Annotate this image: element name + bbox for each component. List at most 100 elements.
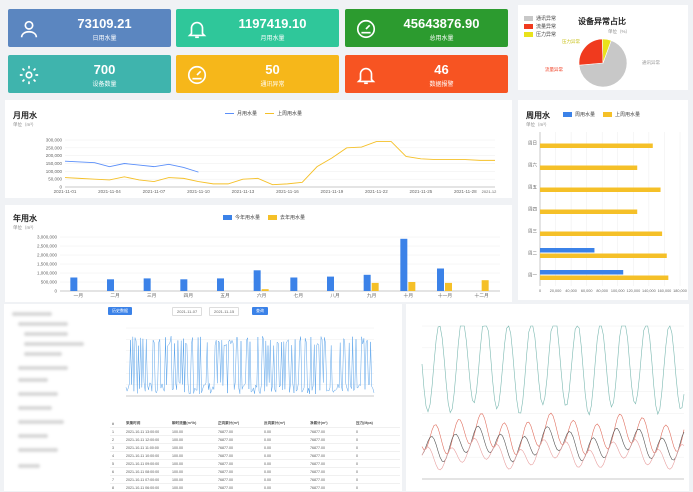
month-series-2[interactable] (64, 141, 495, 186)
table-cell: 100.00 (172, 429, 183, 434)
week-bar[interactable] (540, 231, 663, 237)
month-legend-1[interactable]: 月用水量 (225, 110, 257, 117)
month-ytick: 300,000 (46, 138, 63, 143)
month-series-1[interactable] (64, 160, 199, 173)
year-bar[interactable] (217, 278, 224, 291)
date-start[interactable]: 2021-11-07 (172, 307, 203, 316)
pie-slice-1[interactable] (578, 40, 628, 88)
week-bar[interactable] (540, 165, 638, 171)
pie-legend-3[interactable]: 压力异常 (524, 31, 556, 38)
month-title: 月用水 (13, 111, 37, 120)
year-bar[interactable] (143, 278, 151, 291)
year-legend-2[interactable]: 去年用水量 (268, 214, 305, 221)
year-bar[interactable] (107, 279, 114, 291)
week-bar[interactable] (540, 187, 661, 193)
month-ytick: 0 (59, 185, 62, 190)
week-legend-1[interactable]: 周用水量 (563, 111, 595, 118)
week-ytick: 周二 (528, 251, 537, 257)
kpi-card-3[interactable]: 45643876.90 总用水量 (345, 9, 508, 47)
kpi-card-5[interactable]: 50 通讯异常 (176, 55, 339, 93)
table-cell: 76877.00 (218, 461, 233, 466)
table-cell: 0 (356, 477, 358, 482)
table-row[interactable]: 2 2021-10-11 12:00:00 100.00 76877.00 0.00 76… (110, 436, 400, 444)
week-bar[interactable] (540, 143, 653, 149)
table-cell: 0 (356, 445, 358, 450)
kpi-value: 73109.21 (77, 16, 132, 31)
table-header-cell: 反向累计(m³) (264, 421, 286, 425)
kpi-card-6[interactable]: 46 数据报警 (345, 55, 508, 93)
week-bar-chart: 0 20,000 40,000 60,000 80,000 100,000 120,000 1… (528, 132, 687, 293)
year-bar[interactable] (400, 238, 408, 291)
year-bar[interactable] (261, 289, 269, 291)
year-bar[interactable] (363, 274, 371, 291)
pie-legend-2[interactable]: 流量异常 (524, 23, 556, 30)
table-row[interactable]: 3 2021-10-11 11:00:00 100.00 76877.00 0.00 76… (110, 444, 400, 452)
trend-series-2[interactable] (421, 412, 685, 456)
week-xtick: 60,000 (581, 289, 593, 293)
year-bar[interactable] (481, 280, 489, 291)
pie-legend-1[interactable]: 通讯异常 (524, 15, 556, 22)
week-xtick: 0 (539, 289, 541, 293)
year-bar[interactable] (253, 270, 261, 291)
table-cell: 0 (356, 461, 358, 466)
year-xtick: 七月 (294, 292, 304, 299)
trend-series-3[interactable] (421, 425, 685, 463)
year-bar[interactable] (445, 282, 452, 291)
trend-series-4[interactable] (421, 437, 685, 471)
kpi-card-4[interactable]: 700 设备数量 (8, 55, 171, 93)
hist-series[interactable] (125, 336, 375, 395)
year-bar[interactable] (437, 268, 444, 292)
table-cell: 76877.00 (218, 469, 233, 474)
pie-slice-3[interactable] (602, 38, 612, 64)
year-xtick: 五月 (220, 293, 230, 299)
week-legend-2[interactable]: 上周用水量 (603, 111, 640, 118)
week-ytick: 周三 (528, 229, 537, 235)
year-ytick: 3,000,000 (37, 235, 58, 240)
pie-slice-2[interactable] (578, 38, 604, 66)
week-bar[interactable] (540, 275, 669, 281)
month-xtick: 2021-11-10 (187, 189, 210, 194)
table-row[interactable]: 6 2021-10-11 08:00:00 100.00 76877.00 0.00 76… (110, 468, 400, 476)
kpi-card-2[interactable]: 1197419.10 月用水量 (176, 9, 339, 47)
month-legend-2[interactable]: 上周用水量 (265, 110, 302, 117)
table-row[interactable]: 1 2021-10-11 13:00:00 100.00 76877.00 0.00 76… (110, 428, 400, 436)
year-bar[interactable] (70, 277, 78, 292)
trend-series-1[interactable] (421, 325, 685, 416)
year-bar[interactable] (408, 282, 416, 291)
year-bar[interactable] (290, 277, 298, 292)
table-header-cell: 净累计(m³) (310, 421, 328, 425)
table-row[interactable]: 5 2021-10-11 09:00:00 100.00 76877.00 0.00 76… (110, 460, 400, 468)
year-bar[interactable] (327, 276, 334, 291)
year-ytick: 0 (54, 289, 57, 294)
week-bar[interactable] (540, 270, 624, 275)
year-xtick: 六月 (257, 292, 267, 299)
year-bar[interactable] (180, 279, 188, 291)
month-ytick: 100,000 (46, 169, 63, 174)
table-cell: 2021-10-11 07:00:00 (126, 477, 160, 482)
year-xtick: 十月 (404, 292, 414, 299)
table-cell: 76877.00 (218, 445, 233, 450)
table-row[interactable]: 7 2021-10-11 07:00:00 100.00 76877.00 0.00 76… (110, 476, 400, 484)
year-ytick: 2,000,000 (37, 253, 58, 258)
week-ytick: 周四 (528, 207, 537, 213)
kpi-value: 50 (265, 62, 280, 77)
table-row[interactable]: 4 2021-10-11 10:00:00 100.00 76877.00 0.00 76… (110, 452, 400, 460)
table-cell: 4 (112, 453, 114, 458)
table-cell: 0.00 (264, 469, 271, 474)
month-ytick: 50,000 (48, 177, 62, 182)
year-bar[interactable] (371, 282, 379, 291)
table-header-cell: 瞬时流量(m³/h) (172, 421, 197, 425)
pie-legend-label: 通讯异常 (536, 16, 557, 22)
query-button[interactable]: 查询 (252, 307, 268, 315)
year-xtick: 九月 (367, 292, 377, 299)
week-bar[interactable] (540, 248, 595, 253)
table-cell: 76877.00 (310, 429, 325, 434)
year-legend-1[interactable]: 今年用水量 (223, 214, 260, 221)
history-tab[interactable]: 历史数据 (108, 307, 132, 315)
week-bar[interactable] (540, 209, 638, 215)
kpi-card-1[interactable]: 73109.21 日用水量 (8, 9, 171, 47)
date-end[interactable]: 2021-11-15 (209, 307, 240, 316)
table-cell: 0.00 (264, 477, 271, 482)
week-ytick: 周日 (528, 141, 537, 147)
week-bar[interactable] (540, 253, 667, 259)
